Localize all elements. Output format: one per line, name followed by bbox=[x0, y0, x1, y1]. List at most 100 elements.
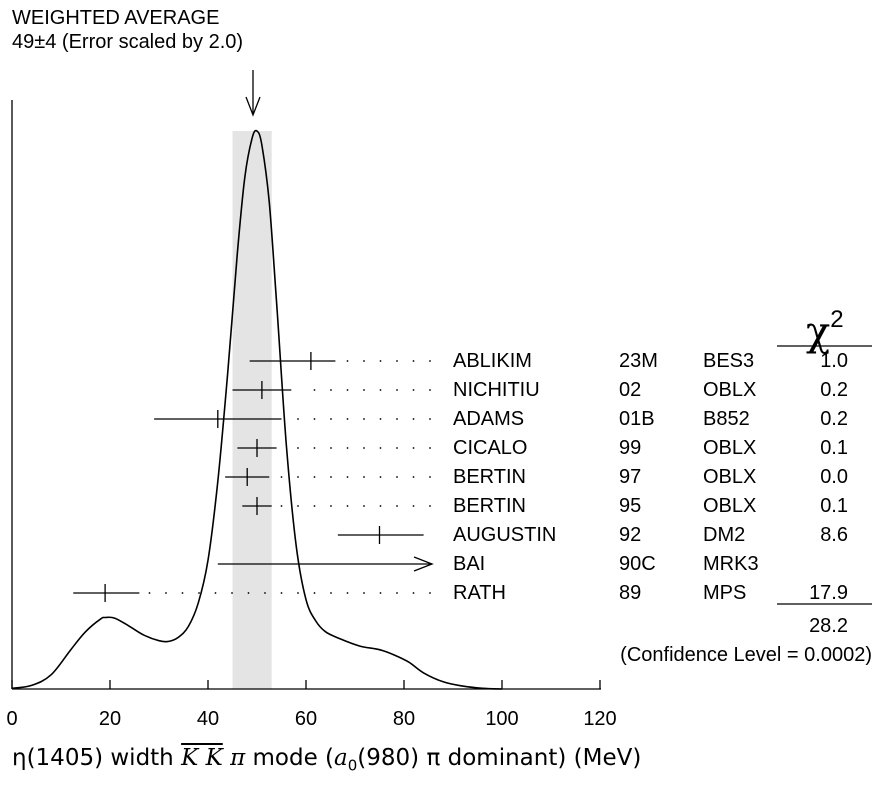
leader-dot bbox=[412, 447, 415, 449]
leader-dot bbox=[346, 389, 349, 391]
leader-dot bbox=[313, 476, 316, 478]
leader-dot bbox=[346, 447, 349, 449]
leader-dot bbox=[231, 592, 233, 594]
measurement-mark bbox=[249, 352, 431, 370]
leader-dot bbox=[330, 418, 332, 420]
measurement-author: RATH bbox=[453, 582, 506, 604]
x-tick-label: 100 bbox=[485, 708, 519, 730]
measurement-year: 89 bbox=[619, 582, 642, 604]
leader-dot bbox=[330, 505, 332, 507]
chi2-header: χ2 bbox=[806, 306, 844, 355]
measurement-experiment: OBLX bbox=[703, 379, 757, 401]
leader-dot bbox=[412, 505, 415, 507]
leader-dot bbox=[412, 592, 415, 594]
leader-dot bbox=[346, 476, 349, 478]
leader-dot bbox=[379, 418, 382, 420]
leader-dot bbox=[313, 447, 316, 449]
chart-title: WEIGHTED AVERAGE bbox=[12, 7, 220, 29]
leader-dot bbox=[297, 447, 299, 449]
leader-dot bbox=[379, 476, 382, 478]
measurement-experiment: DM2 bbox=[703, 524, 746, 546]
leader-dot bbox=[330, 447, 332, 449]
weighted-average-arrow bbox=[245, 70, 261, 117]
confidence-level: (Confidence Level = 0.0002) bbox=[620, 644, 872, 666]
measurement-chi2: 17.9 bbox=[809, 582, 848, 604]
leader-dot bbox=[280, 592, 283, 594]
measurement-experiment: BES3 bbox=[703, 350, 755, 372]
leader-dot bbox=[379, 389, 382, 391]
measurement-author: BAI bbox=[453, 553, 486, 575]
leader-dot bbox=[396, 418, 398, 420]
x-tick-label: 60 bbox=[294, 708, 318, 730]
leader-dot bbox=[280, 505, 283, 507]
measurement-chi2: 0.2 bbox=[820, 408, 848, 430]
x-tick-label: 80 bbox=[392, 708, 416, 730]
leader-dot bbox=[363, 389, 365, 391]
measurement-chi2: 0.1 bbox=[820, 437, 848, 459]
weighted-average-band bbox=[232, 131, 272, 689]
leader-dot bbox=[346, 505, 349, 507]
leader-dot bbox=[313, 505, 316, 507]
ideogram-curve bbox=[11, 129, 503, 690]
leader-dot bbox=[363, 418, 365, 420]
measurement-mark bbox=[73, 584, 431, 602]
leader-dot bbox=[346, 592, 349, 594]
measurement-chi2: 0.1 bbox=[820, 495, 848, 517]
measurement-year: 92 bbox=[619, 524, 642, 546]
measurement-experiment: OBLX bbox=[703, 466, 757, 488]
measurement-year: 01B bbox=[619, 408, 655, 430]
weighted-average-value: 49±4 (Error scaled by 2.0) bbox=[12, 31, 244, 53]
leader-dot bbox=[412, 418, 415, 420]
leader-dot bbox=[379, 447, 382, 449]
measurement-experiment: B852 bbox=[703, 408, 750, 430]
x-tick-label: 0 bbox=[6, 708, 18, 730]
leader-dot bbox=[396, 389, 398, 391]
measurement-experiment: OBLX bbox=[703, 437, 757, 459]
measurement-author: BERTIN bbox=[453, 466, 526, 488]
leader-dot bbox=[330, 476, 332, 478]
measurement-mark bbox=[337, 526, 424, 544]
leader-dot bbox=[396, 360, 398, 362]
measurement-mark bbox=[225, 468, 431, 486]
measurement-mark bbox=[232, 381, 431, 399]
leader-dot bbox=[396, 505, 398, 507]
leader-dot bbox=[363, 505, 365, 507]
leader-dot bbox=[330, 592, 332, 594]
measurement-author: NICHITIU bbox=[453, 379, 540, 401]
measurement-year: 23M bbox=[619, 350, 658, 372]
leader-dot bbox=[396, 476, 398, 478]
leader-dot bbox=[412, 476, 415, 478]
measurement-chi2: 1.0 bbox=[820, 350, 848, 372]
chi2-total: 28.2 bbox=[809, 615, 848, 637]
leader-dot bbox=[429, 505, 431, 507]
measurement-chi2: 8.6 bbox=[820, 524, 848, 546]
leader-dot bbox=[297, 476, 299, 478]
measurement-year: 95 bbox=[619, 495, 642, 517]
measurement-mark bbox=[154, 410, 431, 428]
leader-dot bbox=[429, 418, 431, 420]
measurement-year: 90C bbox=[619, 553, 656, 575]
leader-dot bbox=[280, 476, 283, 478]
leader-dot bbox=[412, 360, 415, 362]
leader-dot bbox=[396, 447, 398, 449]
leader-dot bbox=[148, 592, 151, 594]
leader-dot bbox=[396, 592, 398, 594]
leader-dot bbox=[363, 592, 365, 594]
measurement-chi2: 0.2 bbox=[820, 379, 848, 401]
leader-dot bbox=[429, 592, 431, 594]
leader-dot bbox=[379, 505, 382, 507]
leader-dot bbox=[429, 389, 431, 391]
measurement-mark bbox=[242, 497, 431, 515]
measurement-year: 02 bbox=[619, 379, 642, 401]
measurement-experiment: OBLX bbox=[703, 495, 757, 517]
leader-dot bbox=[198, 592, 200, 594]
leader-dot bbox=[346, 418, 349, 420]
measurement-experiment: MPS bbox=[703, 582, 747, 604]
leader-dot bbox=[313, 389, 316, 391]
leader-dot bbox=[330, 389, 332, 391]
leader-dot bbox=[165, 592, 167, 594]
measurement-mark bbox=[217, 556, 434, 572]
x-tick-label: 20 bbox=[98, 708, 122, 730]
